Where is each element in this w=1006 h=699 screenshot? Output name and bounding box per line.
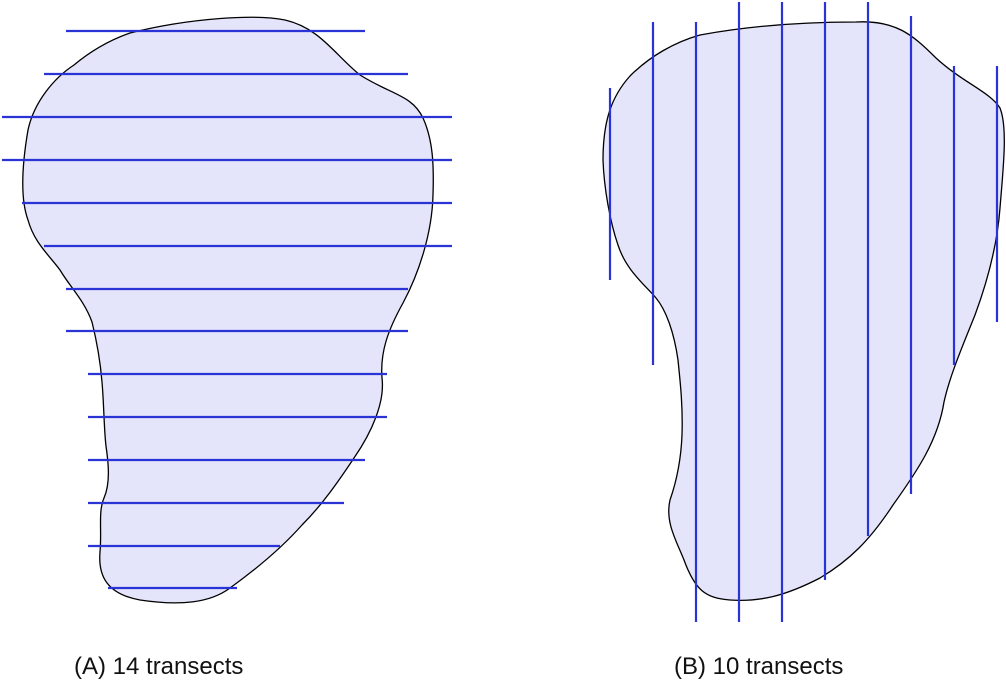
panel-a-caption: (A) 14 transects: [74, 653, 243, 680]
panel-a-horizontal-transects: [2, 16, 452, 604]
panel-b-caption: (B) 10 transects: [674, 653, 843, 680]
panel-b-vertical-transects: [602, 2, 1005, 622]
panel-a-study-region: [22, 16, 434, 604]
panel-b-study-region: [602, 21, 1005, 602]
